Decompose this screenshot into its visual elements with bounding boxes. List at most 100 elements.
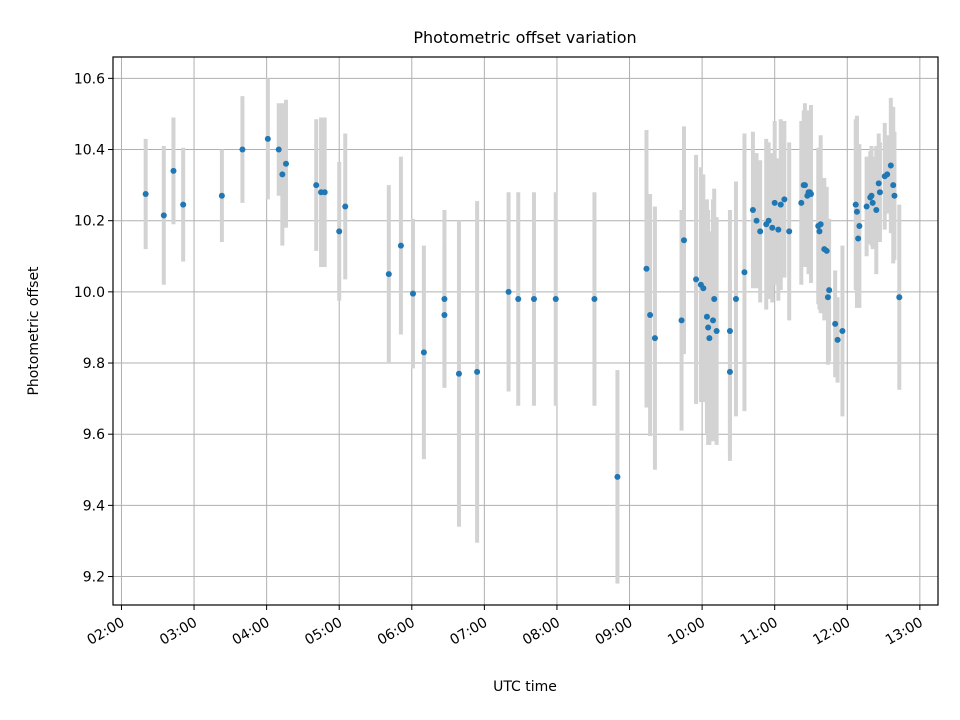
- data-point: [823, 247, 830, 254]
- data-point: [855, 235, 862, 242]
- data-point: [336, 228, 343, 235]
- data-point: [873, 207, 880, 214]
- data-point: [816, 228, 823, 235]
- x-tick-label: 06:00: [375, 615, 418, 649]
- data-point: [853, 208, 860, 215]
- data-point: [834, 336, 841, 343]
- data-point: [868, 192, 875, 199]
- data-point: [824, 294, 831, 301]
- data-point: [801, 182, 808, 189]
- data-point: [342, 203, 349, 210]
- data-point: [875, 180, 882, 187]
- data-point: [313, 182, 320, 189]
- data-point: [863, 203, 870, 210]
- data-point: [530, 295, 537, 302]
- data-point: [180, 201, 187, 208]
- x-tick-label: 08:00: [520, 615, 563, 649]
- data-point: [706, 335, 713, 342]
- data-point: [807, 191, 814, 197]
- data-point: [726, 368, 733, 375]
- data-point: [856, 223, 863, 230]
- data-point: [455, 370, 462, 377]
- data-point: [817, 221, 824, 228]
- x-tick-label: 10:00: [665, 615, 708, 649]
- data-point: [321, 189, 328, 196]
- data-point: [891, 192, 898, 199]
- x-tick-label: 04:00: [230, 615, 273, 649]
- data-point: [896, 294, 903, 301]
- data-point: [887, 162, 894, 169]
- y-tick-label: 9.2: [83, 570, 105, 586]
- data-point: [591, 295, 598, 302]
- data-point: [264, 135, 271, 142]
- data-point: [275, 146, 282, 153]
- data-point: [505, 288, 512, 295]
- data-point: [726, 328, 733, 334]
- plot-area-frame: [112, 56, 939, 606]
- data-point: [552, 295, 559, 302]
- data-point: [710, 317, 716, 324]
- data-point: [680, 237, 687, 244]
- y-tick-label: 9.4: [83, 498, 105, 514]
- data-point: [705, 324, 712, 331]
- data-point: [786, 228, 793, 235]
- y-tick-label: 10.2: [74, 214, 105, 230]
- grid: [113, 57, 938, 605]
- data-point: [769, 224, 776, 231]
- data-point: [170, 167, 177, 174]
- data-point: [765, 217, 772, 224]
- x-tick-label: 03:00: [157, 615, 200, 649]
- x-tick-label: 11:00: [738, 615, 781, 649]
- data-point: [775, 226, 782, 233]
- data-point: [749, 207, 756, 214]
- data-point: [781, 196, 788, 203]
- data-point: [385, 271, 392, 278]
- data-point: [757, 228, 764, 235]
- data-point: [397, 242, 404, 249]
- y-tick-label: 9.6: [83, 427, 105, 443]
- data-point: [279, 171, 286, 178]
- data-point: [239, 146, 246, 153]
- data-point: [420, 349, 427, 356]
- x-tick-label: 05:00: [302, 615, 345, 649]
- y-axis-label: Photometric offset: [26, 266, 42, 396]
- x-tick-label: 09:00: [593, 615, 636, 649]
- data-point: [890, 182, 897, 189]
- data-point: [852, 201, 859, 208]
- data-point: [876, 189, 883, 196]
- data-point: [741, 269, 748, 276]
- error-bars: [143, 78, 902, 584]
- data-point: [732, 295, 739, 302]
- data-point: [771, 199, 778, 206]
- chart-title: Photometric offset variation: [413, 28, 636, 47]
- y-tick-label: 9.8: [83, 356, 105, 372]
- data-point: [798, 199, 805, 206]
- x-tick-label: 07:00: [447, 615, 490, 649]
- data-point: [651, 335, 658, 342]
- data-point: [713, 328, 720, 334]
- data-point: [678, 317, 685, 324]
- y-tick-label: 10.0: [74, 285, 105, 301]
- y-tick-label: 10.6: [74, 71, 105, 87]
- x-axis-label: UTC time: [493, 679, 557, 695]
- data-point: [643, 265, 650, 272]
- data-point: [826, 287, 833, 294]
- data-point: [753, 217, 760, 224]
- data-point: [282, 160, 289, 167]
- data-point: [218, 192, 225, 199]
- data-point: [839, 328, 846, 334]
- data-point: [515, 295, 522, 302]
- data-point: [703, 313, 710, 320]
- y-axis-ticks: 9.2 9.4 9.6 9.8 10.0 10.2 10.4 10.6: [74, 71, 113, 586]
- x-axis-ticks: 02:00 03:00 04:00 05:00 06:00 07:00 08:00 09:00…: [85, 605, 926, 649]
- data-point: [884, 171, 891, 178]
- data-point: [441, 311, 448, 318]
- x-tick-label: 12:00: [810, 615, 853, 649]
- data-point: [700, 285, 707, 292]
- data-point: [410, 290, 416, 297]
- data-point: [869, 199, 876, 206]
- data-points: [142, 135, 903, 480]
- data-point: [711, 295, 718, 302]
- data-point: [647, 311, 654, 318]
